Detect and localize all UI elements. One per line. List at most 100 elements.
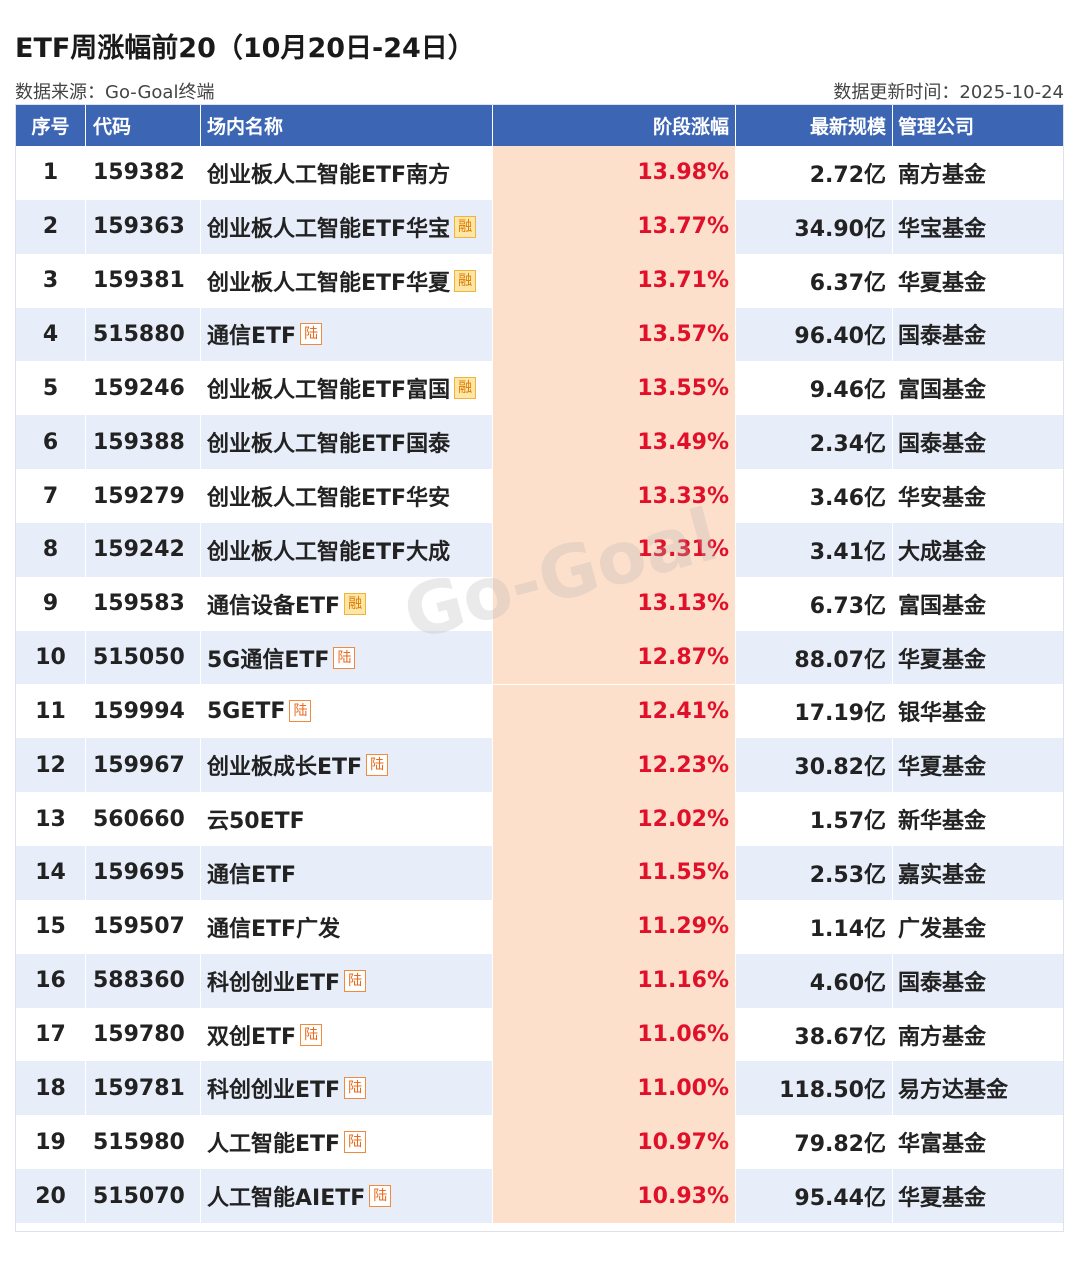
source: 数据来源：Go-Goal终端	[15, 82, 215, 103]
badge: 陆	[333, 646, 356, 669]
cell-text: 通信ETF	[207, 862, 297, 888]
table-cell: 11.55%	[493, 846, 736, 900]
table-cell: 人工智能AIETF 陆	[201, 1169, 493, 1223]
cell-text: 95.44亿	[794, 1186, 886, 1212]
table-cell: 通信ETF广发	[201, 899, 493, 954]
cell-text: 1	[42, 160, 59, 186]
cell-text: 华安基金	[898, 486, 987, 512]
cell-text: 创业板人工智能ETF华安	[207, 486, 451, 512]
cell-text: 16	[35, 968, 66, 994]
cell-text: 159242	[93, 537, 185, 563]
cell-text: 159695	[93, 860, 185, 886]
header-row: 序号 代码 场内名称 阶段涨幅 最新规模 管理公司	[16, 105, 1063, 146]
cell-text: 华夏基金	[898, 1186, 987, 1212]
table-cell: 159388	[86, 415, 201, 470]
table-cell: 华夏基金	[893, 738, 1063, 792]
table-cell: 159967	[86, 738, 201, 793]
cell-text: 13.55%	[637, 375, 729, 401]
cell-text: 560660	[93, 806, 185, 832]
cell-text: 南方基金	[898, 162, 987, 188]
cell-text: 159382	[93, 160, 185, 186]
cell-text: 12	[35, 752, 66, 778]
cell-text: 13.13%	[637, 591, 729, 617]
cell-text: 118.50亿	[779, 1078, 886, 1104]
table-cell: 96.40亿	[736, 307, 893, 362]
table-cell: 通信ETF 陆	[201, 307, 493, 362]
cell-text: 13	[35, 806, 66, 832]
cell-text: 159780	[93, 1022, 185, 1048]
table-cell: 159781	[86, 1061, 201, 1116]
cell-text: 大成基金	[898, 539, 987, 565]
cell-text: 159781	[93, 1075, 185, 1101]
cell-text: 富国基金	[898, 593, 987, 619]
table-cell: 12.02%	[493, 792, 736, 847]
cell-text: 7	[42, 483, 59, 509]
cell-text: 9	[42, 591, 59, 617]
table-cell: 创业板人工智能ETF华安	[201, 469, 493, 523]
table-cell: 12.41%	[493, 684, 736, 739]
badge: 陆	[344, 969, 367, 992]
cell-text: 3.46亿	[809, 486, 886, 512]
cell-text: 华富基金	[898, 1132, 987, 1158]
table-row: 10 515050 5G通信ETF 陆 12.87% 88.07亿 华夏基金	[16, 630, 1063, 685]
table-cell: 159381	[86, 253, 201, 308]
cell-text: 创业板人工智能ETF富国	[207, 378, 451, 404]
cell-text: 515880	[93, 321, 185, 347]
table-cell: 159994	[86, 684, 201, 739]
table-cell: 13.55%	[493, 361, 736, 416]
table-cell: 国泰基金	[893, 954, 1063, 1008]
cell-text: 14	[35, 860, 66, 886]
table-cell: 159382	[86, 146, 201, 200]
cell-text: 5	[42, 375, 59, 401]
table-cell: 广发基金	[893, 900, 1063, 954]
cell-text: 13.31%	[637, 537, 729, 563]
table-row: 8 159242 创业板人工智能ETF大成 13.31% 3.41亿 大成基金	[16, 522, 1063, 577]
cell-text: 159583	[93, 591, 185, 617]
table-cell: 国泰基金	[893, 308, 1063, 362]
cell-text: 创业板人工智能ETF华夏	[207, 270, 451, 296]
table-cell: 18	[16, 1061, 86, 1116]
cell-text: 创业板人工智能ETF国泰	[207, 432, 451, 458]
table-cell: 科创创业ETF 陆	[201, 953, 493, 1008]
cell-text: 华宝基金	[898, 216, 987, 242]
cell-text: 30.82亿	[794, 755, 886, 781]
table-cell: 159507	[86, 899, 201, 954]
cell-text: 13.98%	[637, 160, 729, 186]
cell-text: 10.93%	[637, 1183, 729, 1209]
table-cell: 11.16%	[493, 953, 736, 1008]
table-cell: 515050	[86, 630, 201, 685]
table-row: 2 159363 创业板人工智能ETF华宝融 13.77% 34.90亿 华宝基金	[16, 199, 1063, 254]
cell-text: 13.49%	[637, 429, 729, 455]
table-cell: 95.44亿	[736, 1169, 893, 1223]
table-cell: 11.00%	[493, 1061, 736, 1116]
table-cell: 10.93%	[493, 1169, 736, 1223]
table-cell: 515070	[86, 1169, 201, 1223]
header-cell: 最新规模	[736, 105, 893, 146]
table-cell: 515880	[86, 307, 201, 362]
table-cell: 12	[16, 738, 86, 793]
cell-text: 11.16%	[637, 968, 729, 994]
table-cell: 4.60亿	[736, 953, 893, 1008]
table-cell: 富国基金	[893, 577, 1063, 631]
cell-text: 17.19亿	[794, 701, 886, 727]
badge: 陆	[366, 754, 389, 777]
table-cell: 15	[16, 899, 86, 954]
table-cell: 560660	[86, 792, 201, 847]
cell-text: 华夏基金	[898, 647, 987, 673]
badge: 融	[344, 592, 367, 615]
cell-text: 通信ETF	[207, 324, 297, 350]
cell-text: 19	[35, 1129, 66, 1155]
table-cell: 华宝基金	[893, 200, 1063, 254]
table-cell: 159279	[86, 469, 201, 523]
table-row: 20 515070 人工智能AIETF 陆 10.93% 95.44亿 华夏基金	[16, 1169, 1063, 1223]
table-row: 5 159246 创业板人工智能ETF富国融 13.55% 9.46亿 富国基金	[16, 361, 1063, 416]
table-cell: 17	[16, 1007, 86, 1062]
table-cell: 159695	[86, 846, 201, 900]
cell-text: 515070	[93, 1183, 185, 1209]
cell-text: 6.73亿	[809, 593, 886, 619]
table-row: 9 159583 通信设备ETF 融 13.13% 6.73亿 富国基金	[16, 576, 1063, 631]
cell-text: 4.60亿	[809, 970, 886, 996]
table-row: 7 159279 创业板人工智能ETF华安 13.33% 3.46亿 华安基金	[16, 469, 1063, 523]
cell-text: 创业板成长ETF	[207, 755, 363, 781]
table-cell: 创业板人工智能ETF富国融	[201, 361, 493, 416]
